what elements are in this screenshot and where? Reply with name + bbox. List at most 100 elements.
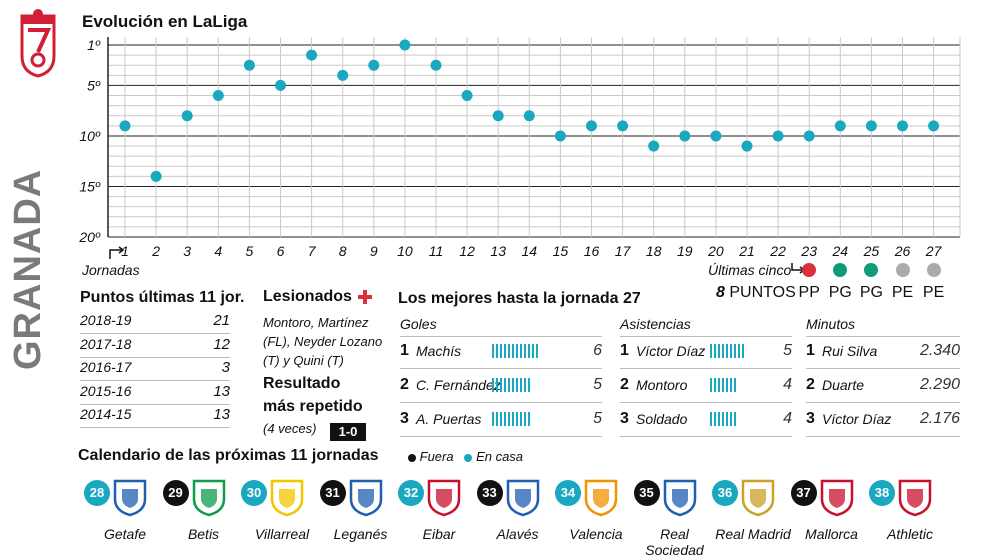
- row-divider: [80, 403, 230, 405]
- result-code: PG: [859, 284, 883, 301]
- data-point: [399, 39, 411, 51]
- x-tick-label: 19: [677, 243, 693, 259]
- team-crest-icon: [819, 479, 855, 517]
- x-tick-label: 13: [490, 243, 506, 259]
- data-point: [337, 69, 349, 81]
- result-dot: [926, 263, 941, 277]
- puntos-value: 21: [213, 312, 230, 329]
- team-name: Athletic: [887, 526, 933, 542]
- team-crest-icon: [583, 479, 619, 517]
- puntos-title: Puntos últimas 11 jor.: [80, 289, 245, 306]
- minutos-name: Rui Silva: [822, 343, 878, 359]
- data-point: [741, 140, 753, 152]
- asistencias-rank: 1: [620, 342, 629, 359]
- minutos-name: Duarte: [822, 377, 865, 393]
- minutos-value: 2.176: [919, 410, 960, 427]
- data-point: [586, 120, 597, 132]
- team-crest-icon: [112, 479, 148, 517]
- row-divider: [80, 427, 230, 428]
- asistencias-name: Soldado: [636, 411, 688, 427]
- result-code: PP: [798, 284, 820, 301]
- row-divider: [620, 336, 792, 337]
- home-dot-icon: [464, 453, 473, 462]
- data-point: [181, 110, 193, 122]
- puntos-value: 3: [221, 359, 230, 376]
- jornada-badge: 38: [869, 480, 895, 506]
- jornada-badge: 29: [162, 480, 189, 506]
- jornada-badge: 35: [633, 480, 660, 506]
- team-crest-icon: [426, 479, 462, 517]
- x-tick-label: 15: [553, 243, 569, 259]
- data-point: [710, 130, 722, 142]
- goles-value: 5: [593, 410, 602, 427]
- ultimas-label: Últimas cinco: [708, 262, 792, 278]
- jornada-badge: 32: [398, 480, 424, 506]
- data-point: [368, 59, 380, 71]
- x-tick-label: 12: [459, 243, 475, 259]
- minutos-header: Minutos: [806, 316, 856, 332]
- data-point: [648, 140, 660, 152]
- legend-home-label: En casa: [476, 449, 524, 464]
- data-point: [928, 120, 940, 132]
- row-divider: [806, 336, 960, 337]
- data-point: [523, 110, 535, 122]
- team-crest-icon: [348, 479, 384, 517]
- calendario-title: Calendario de las próximas 11 jornadas: [78, 447, 379, 464]
- row-divider: [400, 436, 602, 437]
- y-tick-label: 5º: [87, 77, 101, 93]
- result-dot: [895, 263, 910, 277]
- jornada-badge: 31: [319, 480, 346, 506]
- x-tick-label: 8: [339, 243, 347, 259]
- data-point: [492, 110, 504, 122]
- data-point: [243, 59, 255, 71]
- row-divider: [806, 402, 960, 403]
- puntos-value: 13: [213, 382, 230, 400]
- row-divider: [806, 436, 960, 437]
- x-tick-label: 4: [214, 243, 222, 259]
- goles-header: Goles: [400, 316, 437, 332]
- minutos-rank: 2: [806, 376, 815, 393]
- team-name: Betis: [187, 526, 220, 542]
- result-code: PE: [891, 284, 914, 301]
- asistencias-value: 5: [783, 342, 792, 359]
- result-dot: [833, 263, 848, 277]
- corner-arrow-icon: [109, 246, 125, 259]
- row-divider: [620, 368, 792, 369]
- mejores-title: Los mejores hasta la jornada 27: [398, 290, 641, 307]
- goles-name: Machís: [416, 343, 462, 359]
- x-tick-label: 2: [151, 243, 160, 259]
- row-divider: [620, 402, 792, 403]
- y-tick-label: 20º: [78, 229, 101, 245]
- data-point: [306, 49, 318, 61]
- x-tick-label: 26: [894, 243, 911, 259]
- minutos-value: 2.340: [919, 342, 960, 359]
- asistencias-value: 4: [783, 376, 792, 393]
- lesionados-text: Montoro, Martínez (FL), Neyder Lozano (T…: [263, 315, 383, 368]
- data-point: [119, 120, 131, 132]
- y-tick-label: 10º: [79, 128, 101, 144]
- jornada-badge: 30: [241, 480, 267, 506]
- stat-bar: [710, 378, 736, 392]
- team-name: Alavés: [496, 526, 539, 542]
- x-tick-label: 18: [646, 243, 662, 259]
- medical-cross-icon: [358, 290, 372, 304]
- minutos-name: Víctor Díaz: [822, 411, 892, 427]
- team-name: Real Madrid: [715, 526, 791, 542]
- jornada-badge: 33: [476, 480, 503, 506]
- team-crest-icon: [740, 479, 776, 517]
- puntos-season: 2015-16: [80, 382, 132, 399]
- resultado-title-1: Resultado: [263, 375, 341, 392]
- x-tick-label: 6: [277, 243, 285, 259]
- row-divider: [80, 380, 230, 381]
- asistencias-header: Asistencias: [620, 316, 691, 332]
- away-dot-icon: [408, 453, 416, 462]
- result-code: PE: [922, 284, 945, 301]
- stat-bar: [492, 412, 530, 426]
- asistencias-name: Montoro: [636, 377, 688, 393]
- data-point: [275, 79, 286, 91]
- puntos-season: 2017-18: [80, 335, 132, 352]
- points-value: 8: [716, 284, 725, 301]
- team-name: Eibar: [422, 526, 456, 542]
- x-tick-label: 20: [707, 243, 724, 259]
- asistencias-name: Víctor Díaz: [636, 343, 706, 359]
